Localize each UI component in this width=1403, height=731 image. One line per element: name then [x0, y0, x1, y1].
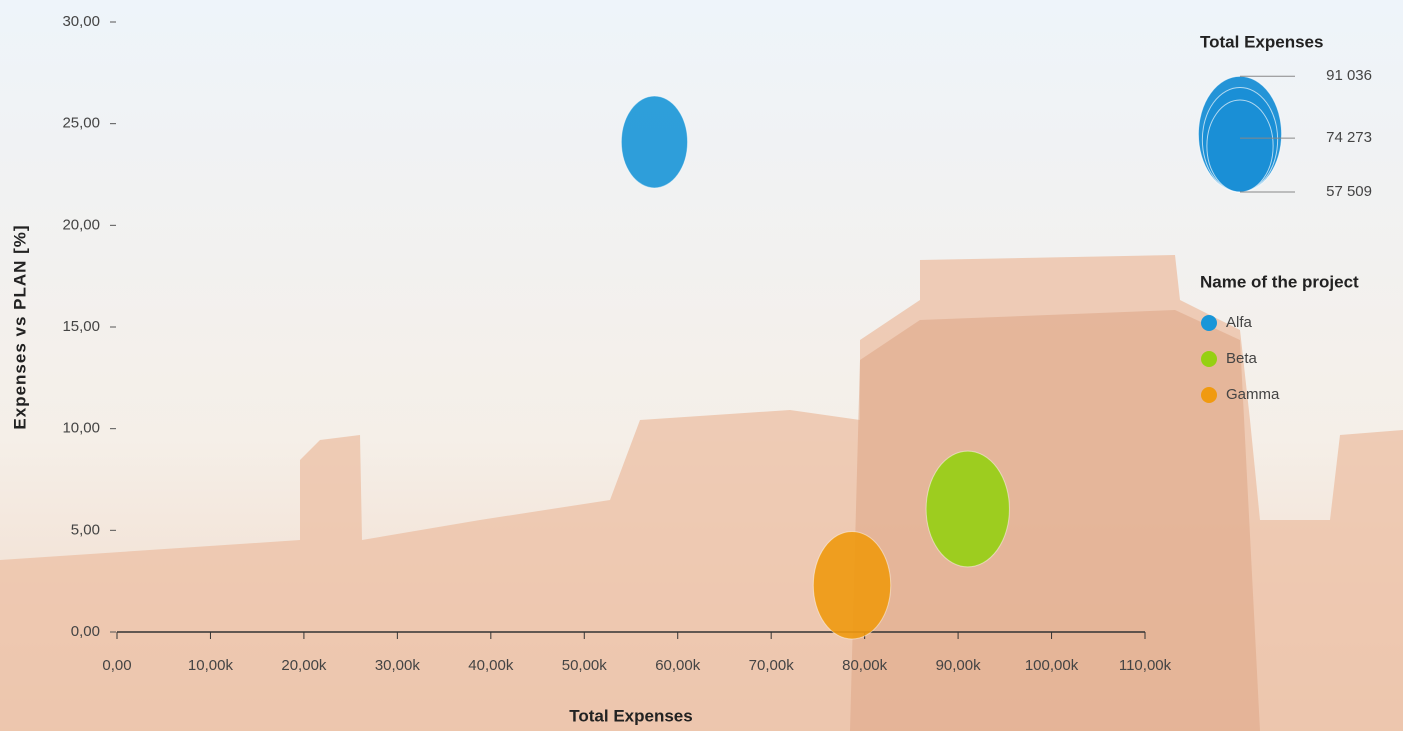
- legend-label: Alfa: [1226, 314, 1253, 331]
- y-tick-label: 20,00: [62, 216, 100, 233]
- legend-marker: [1201, 351, 1217, 367]
- legend-marker: [1201, 315, 1217, 331]
- size-legend-title: Total Expenses: [1200, 32, 1323, 51]
- size-legend-label: 74 273: [1326, 129, 1372, 146]
- y-axis-title: Expenses vs PLAN [%]: [10, 224, 29, 429]
- x-axis-title: Total Expenses: [569, 706, 692, 725]
- x-tick-label: 30,00k: [375, 657, 421, 674]
- x-tick-label: 60,00k: [655, 657, 701, 674]
- y-tick-label: 25,00: [62, 115, 100, 132]
- y-tick-label: 10,00: [62, 420, 100, 437]
- legend-label: Gamma: [1226, 386, 1280, 403]
- x-tick-label: 50,00k: [562, 657, 608, 674]
- x-tick-label: 80,00k: [842, 657, 888, 674]
- background-scenery: [850, 310, 1260, 731]
- x-tick-label: 110,00k: [1119, 657, 1172, 674]
- bubble: [620, 95, 689, 189]
- x-tick-label: 70,00k: [749, 657, 795, 674]
- x-tick-label: 40,00k: [468, 657, 514, 674]
- size-legend-label: 91 036: [1326, 67, 1372, 84]
- x-tick-label: 100,00k: [1025, 657, 1079, 674]
- y-tick-label: 30,00: [62, 13, 100, 30]
- y-tick-label: 0,00: [71, 623, 100, 640]
- x-tick-label: 0,00: [102, 657, 131, 674]
- size-legend-label: 57 509: [1326, 183, 1372, 200]
- y-tick-label: 15,00: [62, 318, 100, 335]
- bubble: [925, 450, 1010, 568]
- legend-title: Name of the project: [1200, 272, 1359, 291]
- x-tick-label: 10,00k: [188, 657, 234, 674]
- x-tick-label: 20,00k: [281, 657, 327, 674]
- legend-label: Beta: [1226, 350, 1258, 367]
- size-legend-circle: [1206, 99, 1274, 193]
- legend-marker: [1201, 387, 1217, 403]
- y-tick-label: 5,00: [71, 521, 100, 538]
- bubble: [812, 530, 892, 640]
- x-tick-label: 90,00k: [936, 657, 982, 674]
